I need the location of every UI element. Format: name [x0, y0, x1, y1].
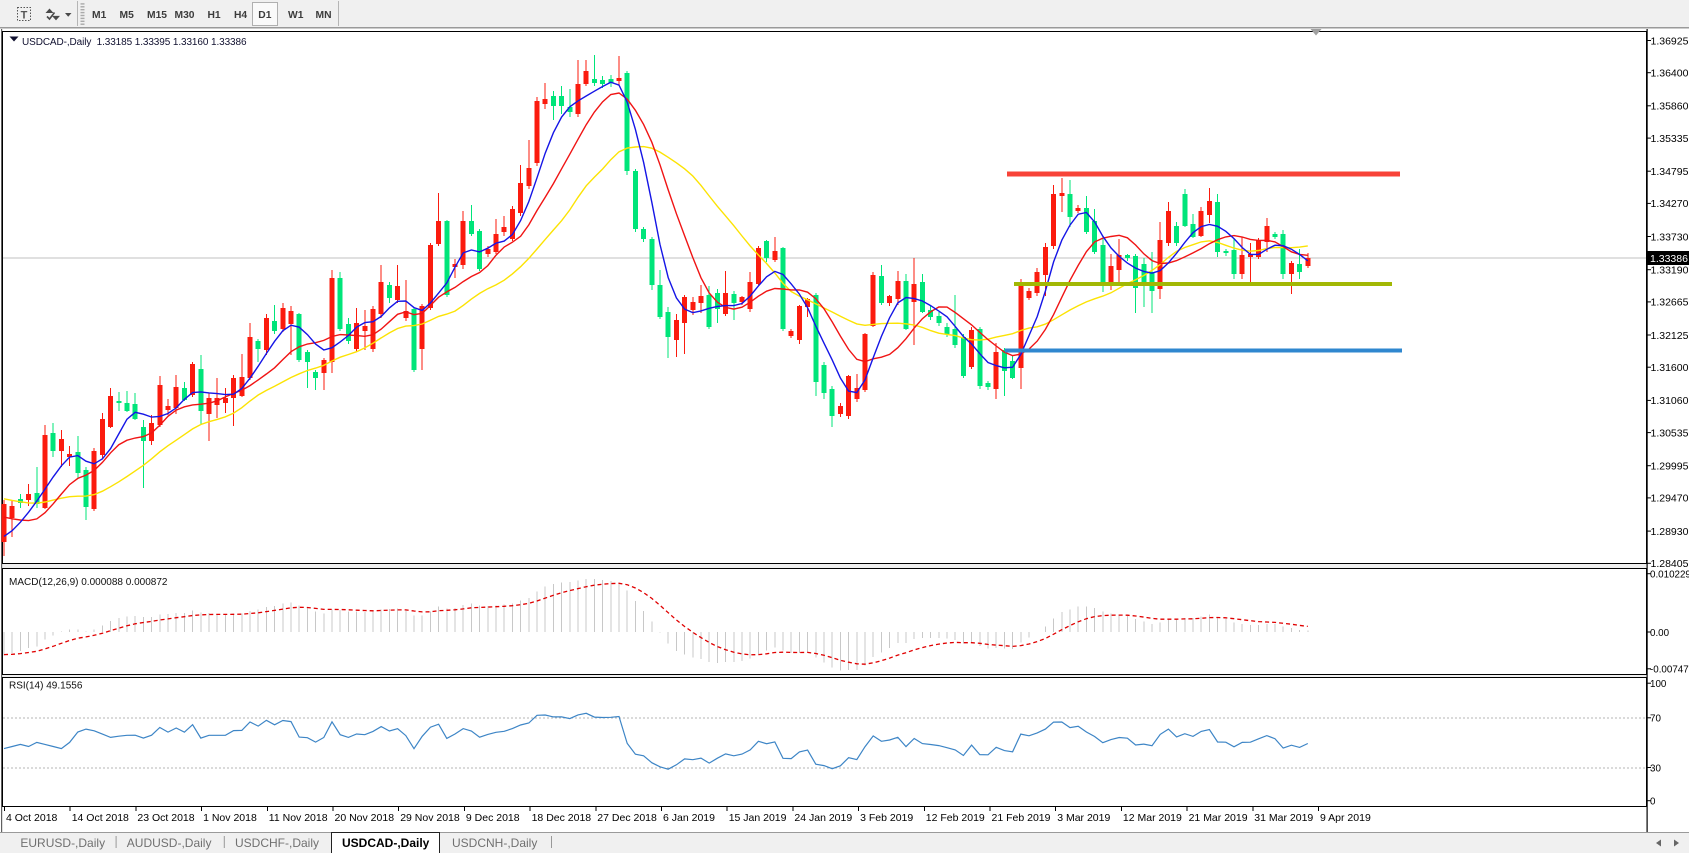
- svg-text:1.31600: 1.31600: [1651, 362, 1689, 374]
- svg-text:1.34270: 1.34270: [1651, 198, 1689, 210]
- svg-text:14 Oct 2018: 14 Oct 2018: [72, 812, 129, 824]
- svg-text:1.36925: 1.36925: [1651, 35, 1689, 47]
- svg-text:1.34795: 1.34795: [1651, 166, 1689, 178]
- svg-text:T: T: [21, 10, 28, 22]
- svg-text:1.33190: 1.33190: [1651, 265, 1689, 277]
- svg-text:12 Feb 2019: 12 Feb 2019: [926, 812, 985, 824]
- svg-text:RSI(14) 49.1556: RSI(14) 49.1556: [9, 681, 83, 692]
- svg-text:21 Mar 2019: 21 Mar 2019: [1189, 812, 1248, 824]
- svg-text:-0.007477: -0.007477: [1650, 665, 1689, 676]
- svg-text:W1: W1: [288, 10, 304, 21]
- svg-text:0: 0: [1650, 797, 1656, 808]
- svg-text:21 Feb 2019: 21 Feb 2019: [992, 812, 1051, 824]
- svg-text:H1: H1: [208, 10, 221, 21]
- svg-text:D1: D1: [258, 10, 271, 21]
- svg-text:1.35335: 1.35335: [1651, 133, 1689, 145]
- svg-text:1.31060: 1.31060: [1651, 395, 1689, 407]
- svg-text:9 Dec 2018: 9 Dec 2018: [466, 812, 520, 824]
- svg-text:24 Jan 2019: 24 Jan 2019: [794, 812, 852, 824]
- svg-text:20 Nov 2018: 20 Nov 2018: [335, 812, 395, 824]
- svg-text:0.010229: 0.010229: [1650, 570, 1689, 581]
- svg-text:18 Dec 2018: 18 Dec 2018: [532, 812, 592, 824]
- svg-text:M5: M5: [120, 10, 135, 21]
- svg-text:0.00: 0.00: [1650, 628, 1670, 639]
- svg-text:9 Apr 2019: 9 Apr 2019: [1320, 812, 1371, 824]
- svg-text:1 Nov 2018: 1 Nov 2018: [203, 812, 257, 824]
- svg-text:15 Jan 2019: 15 Jan 2019: [729, 812, 787, 824]
- svg-text:27 Dec 2018: 27 Dec 2018: [597, 812, 657, 824]
- svg-text:1.32665: 1.32665: [1651, 297, 1689, 309]
- svg-text:USDCNH-,Daily: USDCNH-,Daily: [452, 836, 537, 850]
- svg-text:AUDUSD-,Daily: AUDUSD-,Daily: [127, 836, 212, 850]
- svg-text:1.35860: 1.35860: [1651, 101, 1689, 113]
- svg-text:1.30535: 1.30535: [1651, 427, 1689, 439]
- svg-text:1.33386: 1.33386: [1650, 253, 1688, 265]
- svg-text:30: 30: [1650, 763, 1661, 774]
- svg-text:4 Oct 2018: 4 Oct 2018: [6, 812, 58, 824]
- svg-text:USDCAD-,Daily: USDCAD-,Daily: [342, 836, 430, 850]
- svg-text:1.29470: 1.29470: [1651, 493, 1689, 505]
- svg-text:EURUSD-,Daily: EURUSD-,Daily: [20, 836, 105, 850]
- svg-text:12 Mar 2019: 12 Mar 2019: [1123, 812, 1182, 824]
- svg-text:1.29995: 1.29995: [1651, 461, 1689, 473]
- svg-text:31 Mar 2019: 31 Mar 2019: [1254, 812, 1313, 824]
- svg-text:M1: M1: [92, 10, 107, 21]
- svg-text:1.32125: 1.32125: [1651, 330, 1689, 342]
- svg-text:1.28405: 1.28405: [1651, 558, 1689, 570]
- svg-text:11 Nov 2018: 11 Nov 2018: [269, 812, 328, 824]
- svg-text:H4: H4: [234, 10, 247, 21]
- svg-text:3 Feb 2019: 3 Feb 2019: [860, 812, 913, 824]
- svg-text:1.33730: 1.33730: [1651, 231, 1689, 243]
- svg-text:23 Oct 2018: 23 Oct 2018: [137, 812, 194, 824]
- svg-text:100: 100: [1650, 679, 1667, 690]
- svg-text:MACD(12,26,9) 0.000088 0.00087: MACD(12,26,9) 0.000088 0.000872: [9, 577, 168, 588]
- svg-text:6 Jan 2019: 6 Jan 2019: [663, 812, 715, 824]
- svg-text:1.36400: 1.36400: [1651, 68, 1689, 80]
- svg-text:USDCHF-,Daily: USDCHF-,Daily: [235, 836, 319, 850]
- svg-text:1.28930: 1.28930: [1651, 526, 1689, 538]
- svg-text:3 Mar 2019: 3 Mar 2019: [1057, 812, 1110, 824]
- svg-text:USDCAD-,Daily 1.33185 1.33395: USDCAD-,Daily 1.33185 1.33395 1.33160 1.…: [22, 37, 247, 48]
- svg-text:M15: M15: [147, 10, 167, 21]
- svg-text:70: 70: [1650, 714, 1661, 725]
- svg-text:MN: MN: [316, 10, 332, 21]
- svg-text:29 Nov 2018: 29 Nov 2018: [400, 812, 460, 824]
- svg-text:M30: M30: [175, 10, 195, 21]
